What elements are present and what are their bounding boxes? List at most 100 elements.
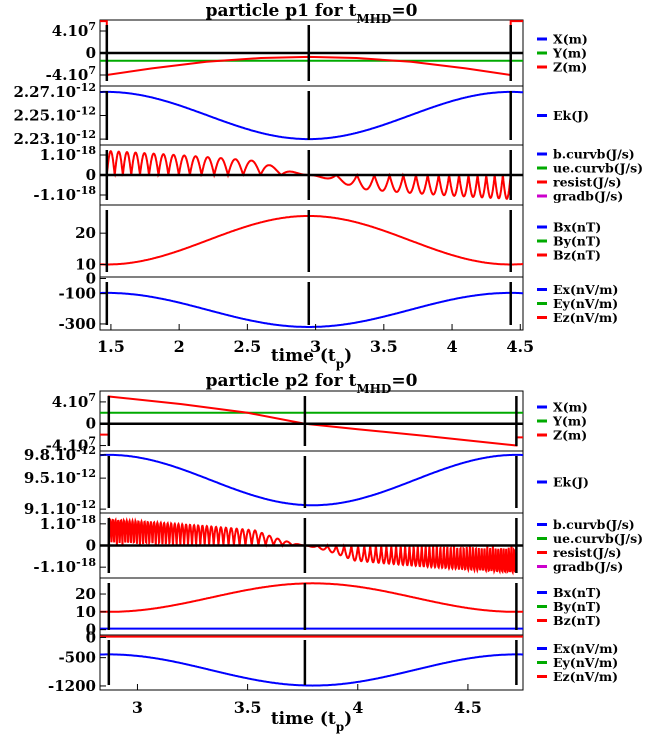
x-tick-label: 4 — [446, 337, 457, 356]
x-tick-label: 3 — [310, 337, 321, 356]
y-tick-label-text: 9.1.10 — [24, 500, 76, 518]
legend-label: resist(J/s) — [553, 175, 621, 190]
legend-label: Ez(nV/m) — [553, 310, 618, 325]
series-line-bz-nt- — [100, 215, 523, 266]
legend-label: b.curvb(J/s) — [553, 517, 635, 532]
legend-label: Y(m) — [552, 414, 587, 429]
y-tick-label-text: 20 — [75, 224, 96, 242]
panel-plot — [100, 20, 523, 81]
y-tick-label-exponent: -18 — [76, 144, 96, 157]
panel-frame — [99, 390, 524, 452]
panel-plot — [100, 516, 523, 576]
x-tick-label: 4.5 — [454, 698, 482, 717]
panel-3: 1.10-180-1.10-18b.curvb(J/s)ue.curvb(J/s… — [33, 512, 643, 579]
panel-plot — [100, 210, 523, 272]
chart-2: particle p2 for tMHD=04.1070-4.107X(m)Y(… — [24, 371, 643, 734]
y-tick-label: 1.10-18 — [40, 512, 97, 533]
chart-title-tail: =0 — [391, 1, 417, 21]
y-tick-label: 2.23.10-12 — [13, 128, 96, 149]
series-line-ex-nv-m- — [100, 291, 523, 328]
y-tick-label: 2.27.10-12 — [13, 80, 96, 101]
chart-1: particle p1 for tMHD=04.1070-4.107X(m)Y(… — [13, 1, 643, 371]
legend-label: X(m) — [553, 32, 588, 47]
y-tick-label-text: 10 — [75, 603, 96, 621]
x-axis-label-main: time (t — [271, 709, 336, 729]
y-tick-label: 20 — [75, 224, 96, 242]
y-tick-label-text: 0 — [86, 628, 96, 646]
y-tick-label: -100 — [58, 285, 96, 303]
y-tick-label-text: 1.10 — [40, 146, 77, 164]
y-tick-label-exponent: -18 — [76, 184, 96, 197]
y-tick-label-text: 4.10 — [52, 393, 89, 411]
legend-label: Y(m) — [552, 46, 587, 61]
y-tick-label-exponent: 7 — [88, 390, 96, 403]
y-tick-label-text: -100 — [58, 285, 96, 303]
x-axis-label-main: time (t — [271, 346, 336, 366]
y-tick-label-text: 4.10 — [52, 22, 89, 40]
chart-title-sub: MHD — [356, 382, 391, 396]
y-tick-label-text: 1.10 — [40, 515, 77, 533]
panel-5: 0 -500 -1200 Ex(nV/m)Ey(nV/m)Ez(nV/m) — [48, 628, 618, 695]
x-tick-label: 2.5 — [233, 337, 261, 356]
y-tick-label-text: -1200 — [48, 677, 96, 695]
x-axis-label: time (tp) — [271, 346, 352, 371]
x-tick-label: 3.5 — [370, 337, 398, 356]
chart-title: particle p1 for tMHD=0 — [206, 1, 418, 26]
y-tick-label-text: 2.27.10 — [13, 83, 76, 101]
y-tick-label-text: 0 — [86, 44, 96, 62]
legend-label: X(m) — [553, 400, 588, 415]
legend-label: resist(J/s) — [553, 545, 621, 560]
legend-label: Ek(J) — [553, 108, 589, 123]
y-tick-label-text: 0 — [86, 166, 96, 184]
y-tick-label: 9.8.10-12 — [24, 443, 96, 464]
y-tick-label-text: 0 — [86, 621, 96, 639]
y-tick-label: -4.107 — [46, 64, 96, 85]
y-tick-label: 10 — [75, 255, 96, 273]
series-line-ek-j- — [100, 453, 523, 507]
y-tick-label: -500 — [58, 649, 96, 667]
y-tick-label-text: 10 — [75, 255, 96, 273]
x-axis-label-tail: ) — [344, 709, 352, 729]
panel-frame — [99, 634, 524, 691]
y-tick-label-exponent: 7 — [88, 20, 96, 33]
panel-plot — [100, 635, 523, 687]
chart-title-tail: =0 — [391, 371, 417, 391]
y-tick-label-exponent: -12 — [76, 443, 96, 456]
legend-label: Ex(nV/m) — [553, 282, 618, 297]
y-tick-label-text: -4.10 — [46, 437, 89, 455]
y-tick-label-text: -500 — [58, 649, 96, 667]
x-tick-label: 1.5 — [97, 337, 125, 356]
y-tick-label: 0 — [86, 166, 96, 184]
panel-3: 1.10-180-1.10-18b.curvb(J/s)ue.curvb(J/s… — [33, 144, 643, 206]
y-tick-label-exponent: 7 — [88, 64, 96, 77]
y-tick-label-text: -4.10 — [46, 66, 89, 84]
legend-label: Bz(nT) — [553, 613, 601, 628]
panel-plot — [100, 149, 523, 200]
legend-label: Z(m) — [553, 60, 587, 75]
x-axis-label-sub: p — [336, 720, 344, 734]
panel-plot — [100, 282, 523, 328]
y-tick-label: 1.10-18 — [40, 144, 97, 165]
y-tick-label: 20 — [75, 585, 96, 603]
legend-label: Bx(nT) — [553, 585, 601, 600]
y-tick-label-exponent: 7 — [88, 434, 96, 447]
x-axis-label: time (tp) — [271, 709, 352, 734]
y-tick-label-text: 9.8.10 — [24, 446, 76, 464]
y-tick-label: 4.107 — [52, 390, 96, 411]
y-tick-label-exponent: -12 — [76, 104, 96, 117]
panel-5: 0-100 -300 Ex(nV/m)Ey(nV/m)Ez(nV/m) — [58, 270, 618, 333]
y-tick-label: 0 — [86, 270, 96, 288]
y-tick-label-text: -300 — [58, 315, 96, 333]
series-line-ex-nv-m- — [100, 653, 523, 687]
y-tick-label: -1.10-18 — [33, 556, 96, 577]
y-tick-label-text: -1.10 — [33, 186, 76, 204]
y-tick-label: 0 — [86, 44, 96, 62]
y-tick-label: 10 — [75, 603, 96, 621]
panel-plot — [100, 582, 523, 630]
y-tick-label: 0 — [86, 537, 96, 555]
